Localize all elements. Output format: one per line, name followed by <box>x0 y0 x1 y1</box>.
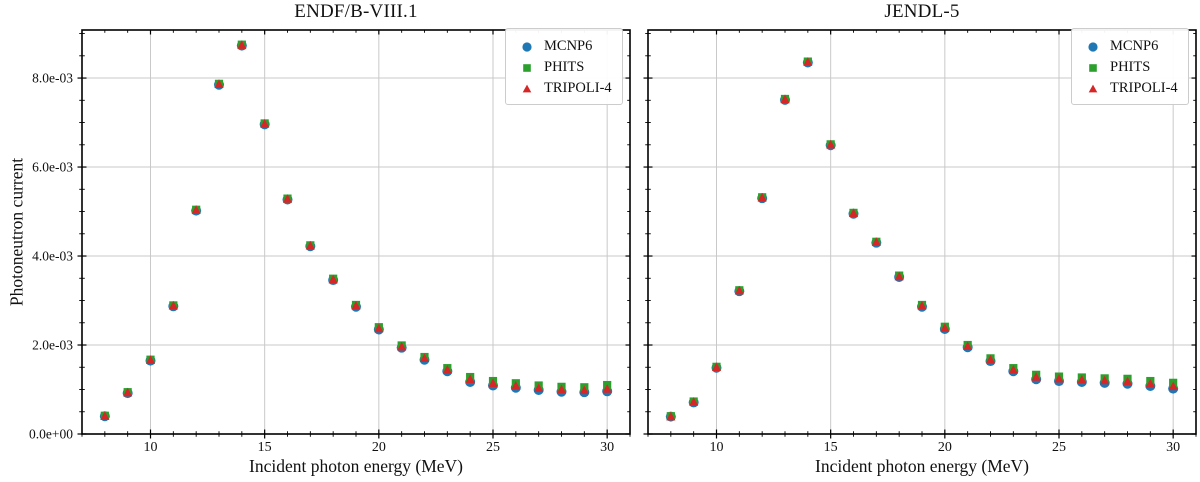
data-point-tripoli4 <box>214 79 224 88</box>
circle-marker-icon <box>1088 41 1098 52</box>
legend-endf: MCNP6 PHITS TRIPOLI-4 <box>505 28 623 105</box>
y-axis-label: Photoneutron current <box>6 157 27 307</box>
data-point-tripoli4 <box>1145 378 1155 388</box>
legend-item-mcnp6: MCNP6 <box>506 36 622 57</box>
legend-jendl: MCNP6 PHITS TRIPOLI-4 <box>1071 28 1189 105</box>
data-point-tripoli4 <box>666 411 676 421</box>
data-point-tripoli4 <box>191 205 201 214</box>
x-axis-label-endf: Incident photon energy (MeV) <box>249 456 463 476</box>
data-point-tripoli4 <box>963 341 973 351</box>
data-point-tripoli4 <box>511 381 521 390</box>
legend-label-mcnp6: MCNP6 <box>1110 38 1159 54</box>
data-point-tripoli4 <box>1031 372 1041 381</box>
x-tick-label: 20 <box>372 440 386 455</box>
data-point-tripoli4 <box>168 300 178 310</box>
data-point-tripoli4 <box>826 139 836 149</box>
data-point-tripoli4 <box>465 374 475 383</box>
data-point-tripoli4 <box>689 397 699 406</box>
triangle-marker-icon <box>1088 84 1098 92</box>
data-point-tripoli4 <box>940 323 950 332</box>
x-axis-label-jendl: Incident photon energy (MeV) <box>815 456 1029 476</box>
data-point-tripoli4 <box>1008 365 1018 374</box>
data-point-tripoli4 <box>1054 373 1064 383</box>
data-point-tripoli4 <box>282 194 293 203</box>
x-tick-label: 30 <box>1166 440 1180 455</box>
data-point-tripoli4 <box>711 362 722 371</box>
data-point-tripoli4 <box>1122 376 1133 386</box>
data-point-tripoli4 <box>894 271 904 281</box>
y-tick-label: 6.0e-03 <box>32 160 73 175</box>
data-point-tripoli4 <box>1077 374 1087 384</box>
plot-title-jendl: JENDL-5 <box>884 1 960 22</box>
x-tick-label: 10 <box>710 440 724 455</box>
data-point-tripoli4 <box>305 240 315 250</box>
y-tick-label: 2.0e-03 <box>32 338 73 353</box>
legend-item-phits: PHITS <box>506 57 622 78</box>
data-point-tripoli4 <box>780 94 790 104</box>
data-point-tripoli4 <box>534 383 544 392</box>
x-tick-label: 10 <box>144 440 158 455</box>
data-point-tripoli4 <box>848 208 859 218</box>
axes-spines <box>81 29 631 435</box>
data-point-tripoli4 <box>123 387 133 397</box>
data-point-tripoli4 <box>734 285 744 295</box>
data-point-tripoli4 <box>442 365 452 374</box>
data-point-tripoli4 <box>803 57 813 66</box>
data-point-tripoli4 <box>260 118 270 128</box>
data-point-tripoli4 <box>419 353 430 363</box>
legend-label-phits: PHITS <box>1110 59 1151 75</box>
x-tick-label: 25 <box>1052 440 1066 455</box>
data-point-tripoli4 <box>556 384 567 394</box>
legend-item-tripoli4: TRIPOLI-4 <box>506 78 622 99</box>
legend-label-mcnp6: MCNP6 <box>544 38 593 54</box>
y-tick-label: 8.0e-03 <box>32 71 73 86</box>
y-tick-label: 4.0e-03 <box>32 249 73 264</box>
legend-label-tripoli4: TRIPOLI-4 <box>544 80 612 96</box>
x-tick-label: 30 <box>600 440 614 455</box>
x-tick-label: 15 <box>258 440 272 455</box>
y-tick-label: 0.0e+00 <box>29 427 73 442</box>
legend-item-tripoli4: TRIPOLI-4 <box>1072 78 1188 99</box>
data-point-tripoli4 <box>757 192 767 202</box>
x-tick-label: 25 <box>486 440 500 455</box>
data-point-tripoli4 <box>985 354 996 364</box>
data-point-tripoli4 <box>328 274 338 284</box>
legend-item-mcnp6: MCNP6 <box>1072 36 1188 57</box>
data-point-tripoli4 <box>579 385 589 395</box>
triangle-marker-icon <box>522 84 532 92</box>
square-marker-icon <box>523 63 531 72</box>
data-point-tripoli4 <box>602 384 612 393</box>
data-point-tripoli4 <box>100 411 110 420</box>
data-point-tripoli4 <box>351 300 361 310</box>
data-point-tripoli4 <box>917 300 927 310</box>
data-point-tripoli4 <box>374 323 384 333</box>
circle-marker-icon <box>522 41 532 52</box>
x-tick-label: 20 <box>938 440 952 455</box>
data-point-tripoli4 <box>397 341 407 351</box>
legend-label-phits: PHITS <box>544 59 585 75</box>
data-point-tripoli4 <box>145 355 156 364</box>
axes-spines <box>647 29 1197 435</box>
data-point-tripoli4 <box>488 378 498 387</box>
data-point-tripoli4 <box>871 237 881 246</box>
data-point-tripoli4 <box>1168 381 1178 391</box>
plot-title-endf: ENDF/B-VIII.1 <box>294 1 418 22</box>
data-point-tripoli4 <box>1100 375 1110 385</box>
x-tick-label: 15 <box>824 440 838 455</box>
legend-label-tripoli4: TRIPOLI-4 <box>1110 80 1178 96</box>
data-point-tripoli4 <box>237 40 247 49</box>
legend-item-phits: PHITS <box>1072 57 1188 78</box>
square-marker-icon <box>1089 63 1097 72</box>
